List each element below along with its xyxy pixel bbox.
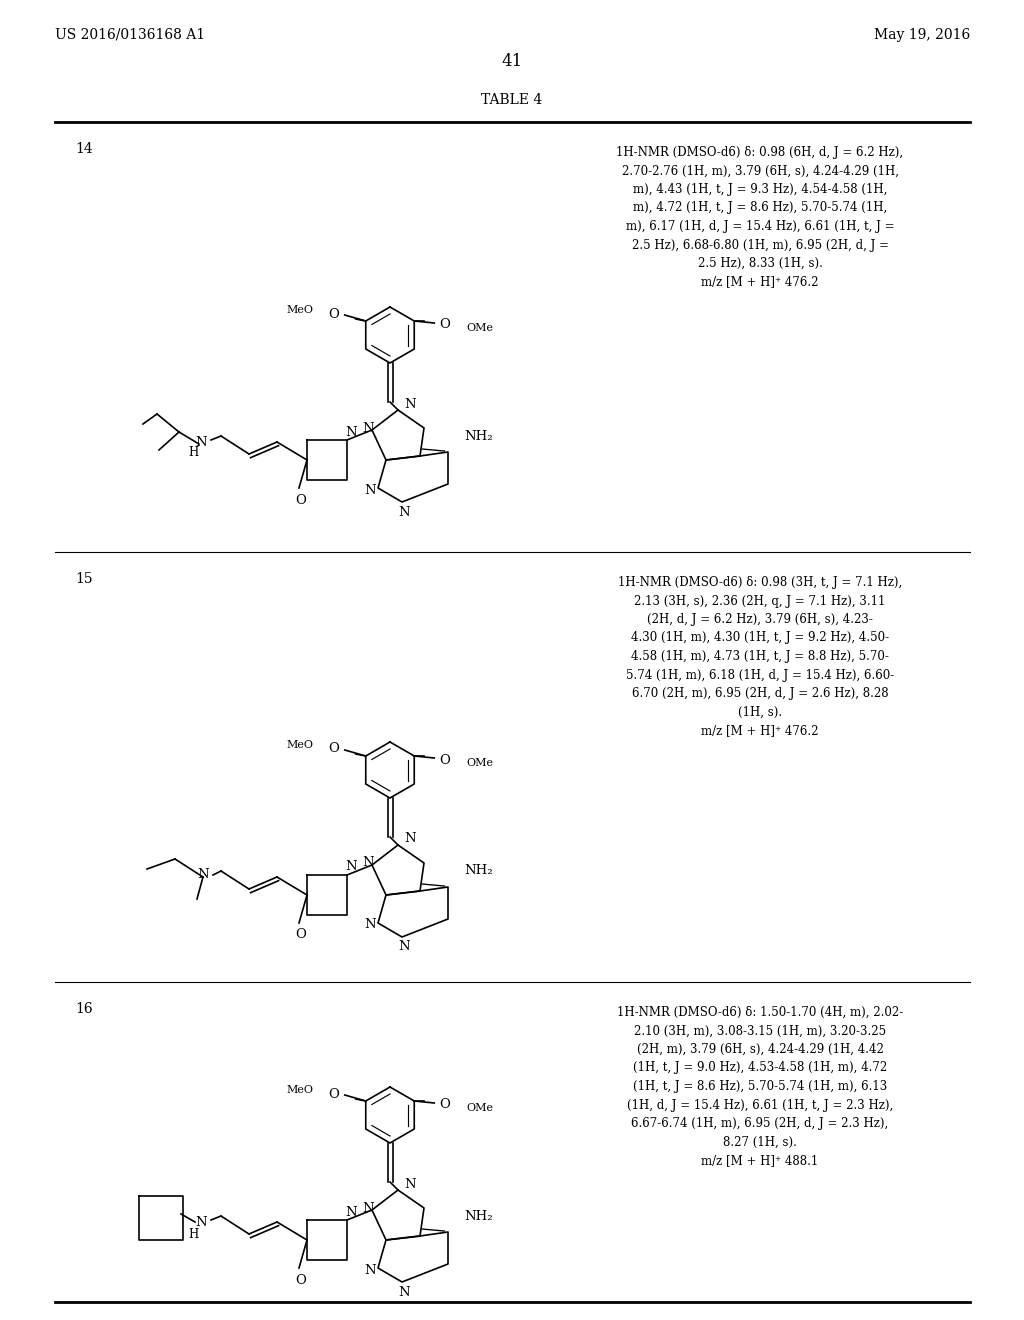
Text: N: N xyxy=(365,919,376,932)
Text: N: N xyxy=(345,425,356,438)
Text: O: O xyxy=(439,1098,450,1111)
Text: N: N xyxy=(398,506,410,519)
Text: N: N xyxy=(404,397,416,411)
Text: H: H xyxy=(187,1228,198,1241)
Text: O: O xyxy=(296,494,306,507)
Text: N: N xyxy=(198,869,209,882)
Text: N: N xyxy=(398,940,410,953)
Text: N: N xyxy=(362,421,374,434)
Text: 1H-NMR (DMSO-d6) δ: 0.98 (3H, t, J = 7.1 Hz),
2.13 (3H, s), 2.36 (2H, q, J = 7.1: 1H-NMR (DMSO-d6) δ: 0.98 (3H, t, J = 7.1… xyxy=(617,576,902,737)
Text: OMe: OMe xyxy=(466,323,494,333)
Text: 1H-NMR (DMSO-d6) δ: 0.98 (6H, d, J = 6.2 Hz),
2.70-2.76 (1H, m), 3.79 (6H, s), 4: 1H-NMR (DMSO-d6) δ: 0.98 (6H, d, J = 6.2… xyxy=(616,147,903,289)
Text: 41: 41 xyxy=(502,54,522,70)
Text: MeO: MeO xyxy=(287,741,313,750)
Text: O: O xyxy=(329,1088,339,1101)
Text: O: O xyxy=(439,754,450,767)
Text: 1H-NMR (DMSO-d6) δ: 1.50-1.70 (4H, m), 2.02-
2.10 (3H, m), 3.08-3.15 (1H, m), 3.: 1H-NMR (DMSO-d6) δ: 1.50-1.70 (4H, m), 2… xyxy=(616,1006,903,1167)
Text: N: N xyxy=(362,857,374,870)
Text: O: O xyxy=(439,318,450,331)
Text: N: N xyxy=(365,1263,376,1276)
Text: O: O xyxy=(329,742,339,755)
Text: N: N xyxy=(365,483,376,496)
Text: 16: 16 xyxy=(75,1002,92,1016)
Text: H: H xyxy=(187,446,198,458)
Text: MeO: MeO xyxy=(287,1085,313,1096)
Text: NH₂: NH₂ xyxy=(464,1209,493,1222)
Text: TABLE 4: TABLE 4 xyxy=(481,92,543,107)
Text: MeO: MeO xyxy=(287,305,313,315)
Text: N: N xyxy=(362,1201,374,1214)
Text: OMe: OMe xyxy=(466,1104,494,1113)
Text: O: O xyxy=(296,1274,306,1287)
Text: US 2016/0136168 A1: US 2016/0136168 A1 xyxy=(55,28,205,42)
Text: N: N xyxy=(196,436,207,449)
Text: N: N xyxy=(345,1205,356,1218)
Text: 15: 15 xyxy=(75,572,92,586)
Text: O: O xyxy=(296,928,306,941)
Text: N: N xyxy=(345,861,356,874)
Text: N: N xyxy=(196,1216,207,1229)
Text: NH₂: NH₂ xyxy=(464,429,493,442)
Text: OMe: OMe xyxy=(466,758,494,768)
Text: N: N xyxy=(404,833,416,846)
Text: NH₂: NH₂ xyxy=(464,865,493,878)
Text: N: N xyxy=(398,1286,410,1299)
Text: May 19, 2016: May 19, 2016 xyxy=(873,28,970,42)
Text: O: O xyxy=(329,308,339,321)
Text: N: N xyxy=(404,1177,416,1191)
Text: 14: 14 xyxy=(75,143,93,156)
